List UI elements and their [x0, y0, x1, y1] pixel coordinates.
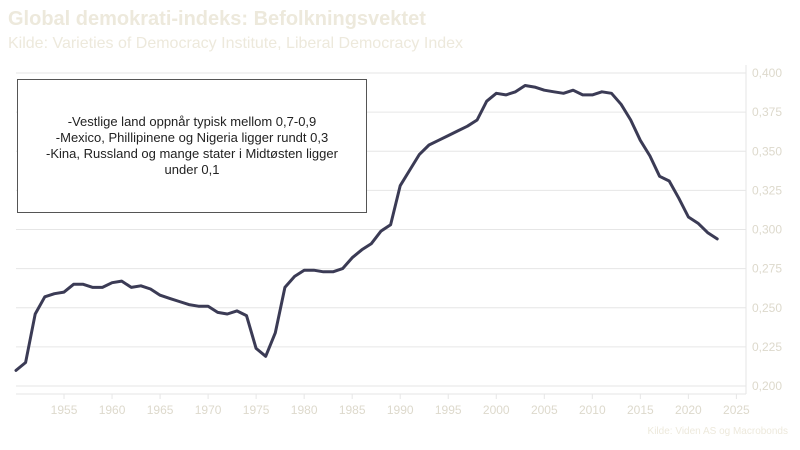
y-tick-label: 0,400 [752, 66, 782, 80]
axes: 0,200 0,225 0,250 0,275 0,300 0,325 0,350 0,375… [16, 65, 782, 417]
y-tick-label: 0,200 [752, 379, 782, 393]
chart-subtitle: Kilde: Varieties of Democracy Institute,… [8, 35, 464, 52]
y-tick-label: 0,225 [752, 340, 782, 354]
x-tick-label: 1955 [51, 403, 78, 417]
chart-title: Global demokrati-indeks: Befolkningsvekt… [8, 8, 426, 30]
x-tick-label: 1985 [339, 403, 366, 417]
x-tick-label: 2000 [483, 403, 510, 417]
series-line [14, 84, 719, 372]
x-tick-label: 1975 [243, 403, 270, 417]
x-tick-label: 2005 [531, 403, 558, 417]
x-tick-label: 1960 [99, 403, 126, 417]
y-tick-label: 0,350 [752, 144, 782, 158]
y-tick-label: 0,275 [752, 262, 782, 276]
x-tick-label: 2015 [627, 403, 654, 417]
annotation-line-china: -Kina, Russland og mange stater i Midtøs… [46, 146, 338, 177]
x-tick-label: 2010 [579, 403, 606, 417]
y-tick-label: 0,375 [752, 105, 782, 119]
y-tick-label: 0,300 [752, 223, 782, 237]
y-tick-label: 0,250 [752, 301, 782, 315]
source-footer: Kilde: Viden AS og Macrobonds [647, 426, 788, 437]
x-tick-label: 1965 [147, 403, 174, 417]
x-tick-label: 2020 [675, 403, 702, 417]
series-layer [14, 84, 719, 372]
y-tick-label: 0,325 [752, 183, 782, 197]
annotation-box: -Vestlige land oppnår typisk mellom 0,7-… [17, 79, 367, 213]
x-tick-label: 1980 [291, 403, 318, 417]
annotation-line-western: -Vestlige land oppnår typisk mellom 0,7-… [67, 114, 317, 129]
annotation-line-mexico: -Mexico, Phillipinene og Nigeria ligger … [55, 130, 329, 145]
x-tick-label: 1970 [195, 403, 222, 417]
x-tick-label: 1995 [435, 403, 462, 417]
x-tick-label: 2025 [723, 403, 750, 417]
annotation-text: -Vestlige land oppnår typisk mellom 0,7-… [18, 114, 366, 178]
x-tick-label: 1990 [387, 403, 414, 417]
